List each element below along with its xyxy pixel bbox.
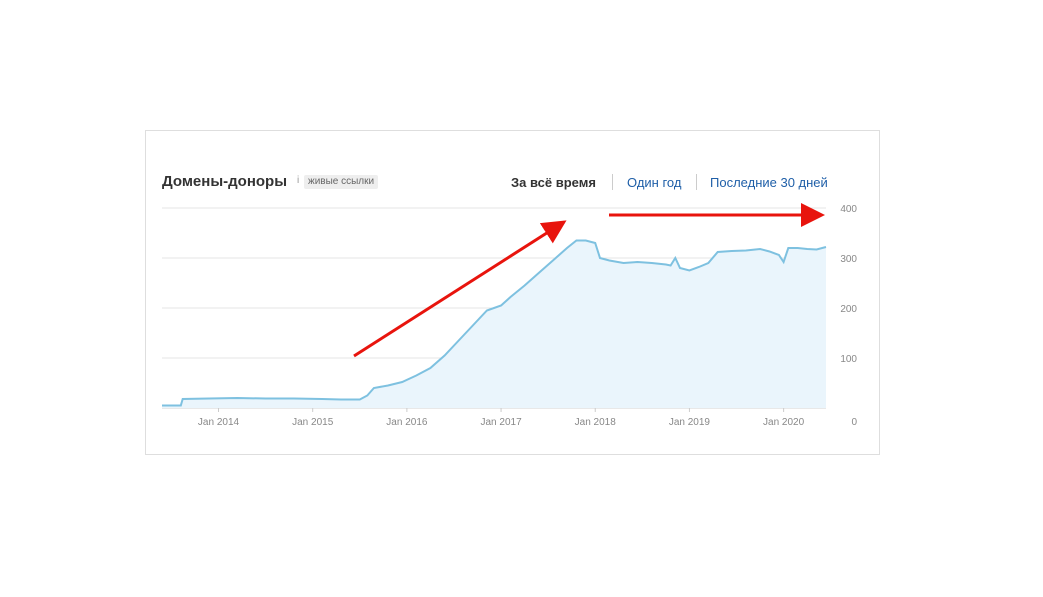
x-tick-label: Jan 2019: [669, 417, 711, 428]
y-tick-label: 300: [840, 254, 857, 265]
range-separator: [696, 174, 697, 190]
area-chart: Jan 2014 Jan 2015 Jan 2016 Jan 2017 Jan 2018…: [162, 203, 857, 428]
x-tick-label: Jan 2014: [198, 417, 240, 428]
y-axis-ticks: 0 100 200 300 400: [840, 204, 857, 428]
info-icon[interactable]: i: [297, 175, 300, 186]
y-tick-label: 100: [840, 354, 857, 365]
range-last-30-days[interactable]: Последние 30 дней: [710, 175, 828, 190]
series-area-fill: [162, 240, 826, 408]
y-tick-label: 400: [840, 204, 857, 215]
x-tick-label: Jan 2017: [480, 417, 522, 428]
card-title: Домены-доноры: [162, 173, 288, 190]
x-axis-ticks: Jan 2014 Jan 2015 Jan 2016 Jan 2017 Jan 2018…: [198, 408, 805, 428]
red-arrow-growth: [353, 220, 567, 358]
x-tick-label: Jan 2020: [763, 417, 805, 428]
x-tick-label: Jan 2015: [292, 417, 334, 428]
range-one-year[interactable]: Один год: [627, 175, 682, 190]
series-line: [162, 239, 827, 407]
y-tick-label: 0: [851, 417, 857, 428]
y-tick-label: 200: [840, 304, 857, 315]
referring-domains-card: Домены-доноры i живые ссылки За всё врем…: [145, 130, 880, 455]
x-tick-label: Jan 2016: [386, 417, 428, 428]
card-header: Домены-доноры i живые ссылки За всё врем…: [162, 171, 862, 195]
x-tick-label: Jan 2018: [575, 417, 617, 428]
range-all-time[interactable]: За всё время: [511, 175, 596, 190]
live-links-badge: живые ссылки: [304, 175, 379, 189]
range-separator: [612, 174, 613, 190]
